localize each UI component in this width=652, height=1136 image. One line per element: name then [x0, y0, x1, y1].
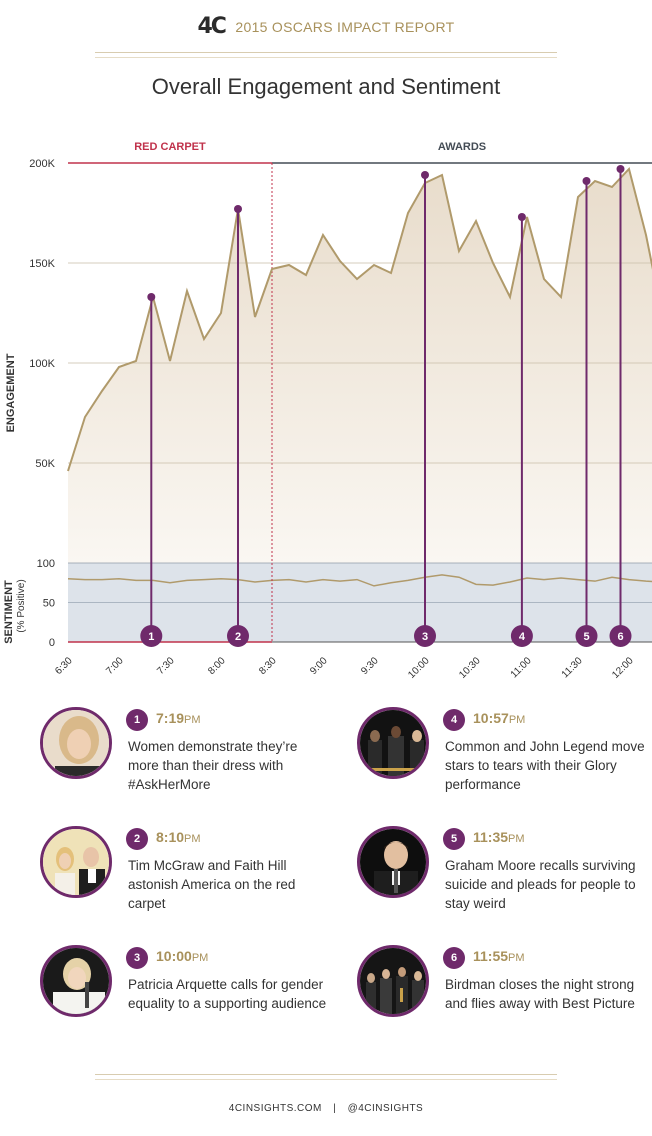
- event-marker-5: [575, 625, 598, 647]
- footer-divider: [95, 1074, 557, 1075]
- event-time-2: 8:10PM: [156, 829, 201, 845]
- header-divider: [95, 52, 557, 53]
- x-tick-label: 7:00: [104, 655, 126, 677]
- engagement-tick-label: 200K: [29, 158, 55, 170]
- event-number-4: 4: [443, 709, 465, 731]
- event-description-4: Common and John Legend move stars to tea…: [445, 739, 645, 792]
- engagement-sentiment-chart: RED CARPET AWARDS 50K 100K 150K 200K 0 50 100 1 2 3…: [3, 141, 652, 681]
- x-tick-label: 9:00: [308, 655, 330, 677]
- event-photo-1: [40, 707, 112, 779]
- x-tick-label: 9:30: [359, 655, 381, 677]
- sentiment-line: [67, 574, 652, 587]
- sentiment-axis-title: SENTIMENT: [3, 580, 15, 644]
- header-divider-secondary: [95, 57, 557, 58]
- engagement-area: [68, 169, 652, 563]
- engagement-tick-label: 150K: [29, 258, 55, 270]
- section-label-awards: AWARDS: [438, 141, 486, 153]
- engagement-line: [67, 166, 652, 472]
- event-dot-2: [234, 205, 242, 213]
- report-header: 4C 2015 OSCARS IMPACT REPORT: [0, 14, 652, 39]
- x-tick-label: 8:00: [206, 655, 228, 677]
- x-tick-label: 11:00: [509, 655, 534, 680]
- report-title: 2015 OSCARS IMPACT REPORT: [235, 18, 455, 35]
- footer-handle-link[interactable]: @4CINSIGHTS: [347, 1103, 424, 1114]
- x-tick-label: 10:00: [406, 655, 432, 681]
- event-description-3: Patricia Arquette calls for gender equal…: [128, 977, 327, 1011]
- event-dot-5: [582, 177, 591, 185]
- event-marker-label-4: 4: [519, 631, 526, 643]
- event-photo-5: [357, 826, 429, 898]
- sentiment-tick-label: 0: [49, 637, 55, 649]
- event-time-4: 10:57PM: [473, 710, 526, 726]
- event-dot-6: [616, 165, 625, 173]
- event-dot-1: [147, 293, 156, 301]
- event-time-5: 11:35PM: [473, 829, 525, 845]
- x-tick-label: 12:00: [610, 655, 636, 681]
- event-number-3: 3: [126, 947, 148, 969]
- event-marker-label-6: 6: [617, 631, 623, 643]
- event-time-3: 10:00PM: [156, 948, 209, 964]
- footer-site-link[interactable]: 4CINSIGHTS.COM: [228, 1103, 322, 1114]
- section-label-red-carpet: RED CARPET: [134, 141, 206, 153]
- event-time-1: 7:19PM: [156, 710, 201, 726]
- event-description-2: Tim McGraw and Faith Hill astonish Ameri…: [128, 858, 296, 911]
- event-description-6: Birdman closes the night strong and flie…: [445, 977, 635, 1011]
- 4c-logo: 4C: [197, 14, 226, 39]
- event-marker-label-5: 5: [583, 631, 589, 643]
- sentiment-tick-label: 100: [37, 558, 55, 570]
- event-marker-label-3: 3: [422, 631, 428, 643]
- event-photo-6: [357, 945, 429, 1017]
- event-photo-3: [40, 945, 112, 1017]
- event-marker-label-2: 2: [235, 631, 241, 643]
- event-marker-4: [510, 625, 533, 647]
- engagement-tick-label: 100K: [29, 358, 55, 370]
- event-description-1: Women demonstrate they’re more than thei…: [128, 739, 298, 792]
- event-photo-4: [357, 707, 429, 779]
- event-description-5: Graham Moore recalls surviving suicide a…: [445, 858, 636, 911]
- event-number-1: 1: [126, 709, 148, 731]
- engagement-tick-label: 50K: [35, 458, 55, 470]
- event-marker-6: [609, 625, 632, 647]
- event-number-2: 2: [126, 828, 148, 850]
- sentiment-axis-subtitle: (% Positive): [16, 579, 27, 632]
- x-tick-label: 10:30: [457, 655, 483, 681]
- x-tick-label: 6:30: [53, 655, 75, 677]
- event-dot-3: [421, 171, 429, 179]
- x-tick-label: 8:30: [257, 655, 279, 677]
- event-marker-1: [140, 625, 163, 647]
- footer-divider-secondary: [95, 1079, 557, 1080]
- event-marker-label-1: 1: [148, 631, 154, 643]
- chart-title: Overall Engagement and Sentiment: [151, 74, 501, 99]
- footer: 4CINSIGHTS.COM | @4CINSIGHTS: [0, 1103, 652, 1114]
- event-photo-2: [40, 826, 112, 898]
- footer-separator: |: [333, 1103, 337, 1114]
- x-tick-label: 7:30: [155, 655, 177, 677]
- engagement-axis-title: ENGAGEMENT: [5, 353, 17, 432]
- event-number-6: 6: [443, 947, 465, 969]
- event-dot-4: [517, 213, 526, 221]
- event-number-5: 5: [443, 828, 465, 850]
- event-time-6: 11:55PM: [473, 948, 525, 964]
- x-tick-label: 11:30: [560, 655, 585, 680]
- event-marker-3: [414, 625, 436, 647]
- event-marker-2: [227, 625, 249, 647]
- sentiment-tick-label: 50: [43, 598, 55, 610]
